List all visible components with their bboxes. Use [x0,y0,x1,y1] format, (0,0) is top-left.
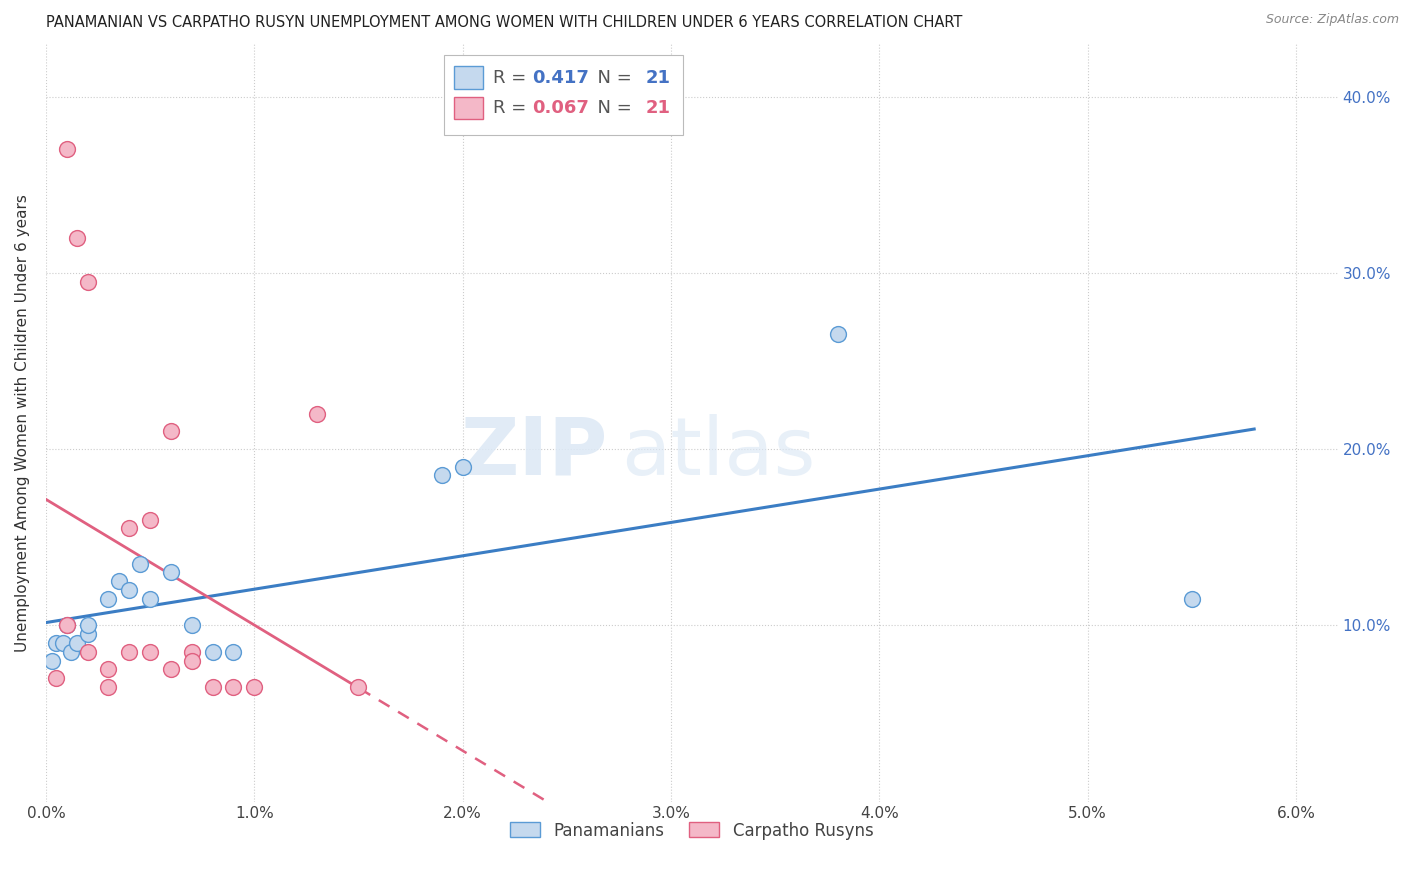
Point [66,636,89,650]
Point [45,671,67,685]
Point [160,425,183,439]
Point [97,680,120,694]
Text: PANAMANIAN VS CARPATHO RUSYN UNEMPLOYMENT AMONG WOMEN WITH CHILDREN UNDER 6 YEAR: PANAMANIAN VS CARPATHO RUSYN UNEMPLOYMEN… [46,15,962,30]
Point [243,680,266,694]
Point [45,636,67,650]
Point [128,557,150,571]
Point [118,521,141,535]
Point [118,583,141,598]
Text: N =: N = [586,99,637,117]
Point [76,627,98,641]
Text: 0.417: 0.417 [531,69,589,87]
Text: R =: R = [494,99,531,117]
Point [180,618,202,632]
Point [139,645,162,659]
Text: 21: 21 [645,99,671,117]
Point [139,512,162,526]
Text: Source: ZipAtlas.com: Source: ZipAtlas.com [1265,13,1399,27]
Point [180,654,202,668]
Text: atlas: atlas [621,414,815,491]
Text: 0.067: 0.067 [531,99,589,117]
Point [201,645,224,659]
Point [222,645,245,659]
Point [118,645,141,659]
Point [139,591,162,606]
Point [160,566,183,580]
FancyBboxPatch shape [444,55,683,135]
Point [827,327,849,342]
Point [52,636,75,650]
Point [451,459,474,474]
Text: N =: N = [586,69,637,87]
Legend: Panamanians, Carpatho Rusyns: Panamanians, Carpatho Rusyns [503,815,880,847]
Point [56,143,79,157]
Point [108,574,131,589]
Point [59,645,82,659]
Point [180,645,202,659]
Point [222,680,245,694]
Text: R =: R = [494,69,531,87]
Point [97,591,120,606]
Text: 21: 21 [645,69,671,87]
Point [76,618,98,632]
Point [430,468,453,483]
Point [347,680,370,694]
Point [1181,591,1204,606]
Point [76,645,98,659]
Point [56,618,79,632]
Point [160,662,183,676]
Point [97,662,120,676]
FancyBboxPatch shape [454,96,482,120]
Point [201,680,224,694]
Point [76,275,98,289]
FancyBboxPatch shape [454,66,482,89]
Point [66,230,89,244]
Y-axis label: Unemployment Among Women with Children Under 6 years: Unemployment Among Women with Children U… [15,194,30,651]
Point [41,654,63,668]
Text: ZIP: ZIP [461,414,607,491]
Point [305,407,328,421]
Point [56,618,79,632]
